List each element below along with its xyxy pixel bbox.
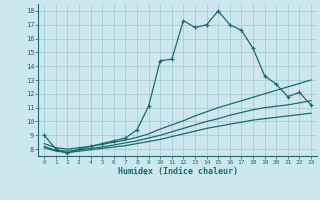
X-axis label: Humidex (Indice chaleur): Humidex (Indice chaleur) <box>118 167 238 176</box>
